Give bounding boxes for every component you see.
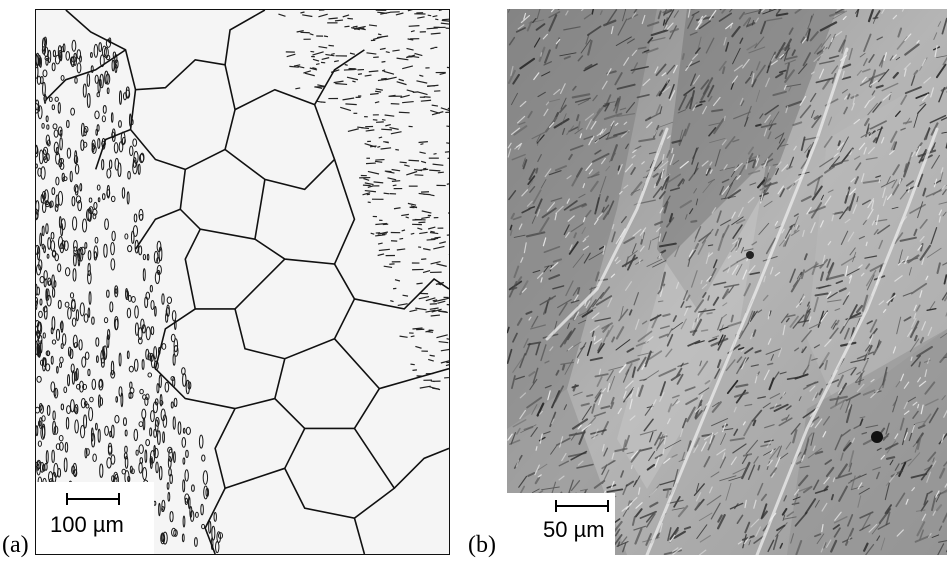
micrograph-b-image (507, 9, 947, 555)
scale-box-a: 100 µm (36, 482, 154, 554)
panel-a-label: (a) (2, 532, 29, 558)
panel-b-label: (b) (468, 532, 496, 558)
scale-text-a: 100 µm (50, 512, 124, 537)
scale-box-b: 50 µm (507, 493, 615, 555)
scale-bar-a (66, 493, 120, 505)
micrograph-a-image (36, 10, 449, 554)
micrograph-a: 100 µm (35, 9, 450, 555)
scale-text-b: 50 µm (543, 517, 605, 542)
micrograph-b: 50 µm (507, 9, 947, 555)
scale-bar-b (555, 500, 609, 512)
